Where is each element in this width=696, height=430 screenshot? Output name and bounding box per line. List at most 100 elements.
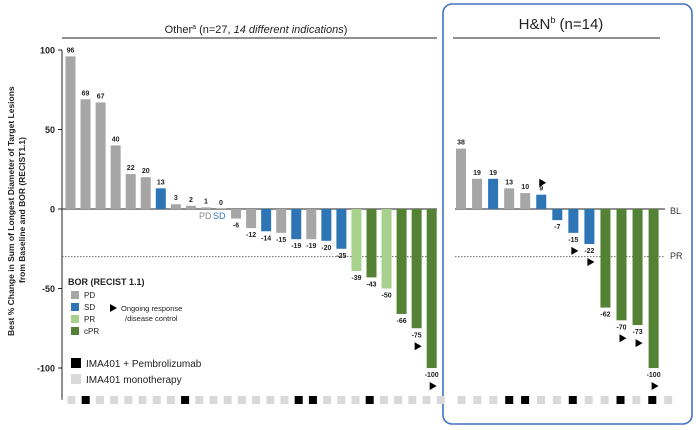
left-bar [216,208,226,209]
left-bar [95,102,106,209]
left-bar [381,209,392,289]
left-bar [426,209,437,368]
right-title-main: H&N [519,16,551,33]
right-treatment-square [489,396,498,404]
legend-title: BOR (RECIST 1.1) [68,277,145,287]
right-bar-label: -22 [584,248,594,255]
right-title-count: (n=14) [555,16,603,33]
left-bar-label: -15 [276,237,286,244]
right-treatment-square [473,396,482,404]
left-bar-label: -66 [397,318,407,325]
left-bar [170,204,181,209]
left-treatment-square [280,396,289,404]
left-bar [321,209,332,241]
left-treatment-square [95,396,104,404]
y-axis-title-line2: from Baseline and BOR (RECIST1.1) [17,137,27,283]
left-title-count: (n=27, [196,24,234,36]
left-title-italic: 14 different indications [234,24,345,36]
right-panel-title: H&Nb (n=14) [519,15,604,33]
right-bar-label: 10 [521,184,529,191]
right-treatment-square [457,396,466,404]
treatment-strip [67,396,673,404]
right-bars: 38 19 19 13 10 9 -7 -15 -22 -62 -70 -73 -100 [456,140,661,390]
left-bar [140,177,151,209]
y-axis-title-line1: Best % Change in Sum of Longest Diameter… [6,86,16,336]
left-bar-label: -75 [412,332,422,339]
right-bar [632,209,643,326]
right-treatment-square [505,396,514,404]
left-treatment-square [408,396,417,404]
y-tick-label: 50 [45,125,55,135]
left-treatment-square [138,396,147,404]
left-treatment-square [124,396,133,404]
right-bar [568,209,579,233]
pr-label: PR [670,251,683,261]
legend-combo-label: IMA401 + Pembrolizumab [86,359,202,370]
left-bar-label: 3 [174,195,178,202]
right-bar [504,188,515,209]
y-tick-label: 0 [50,205,55,215]
right-bar [456,148,466,209]
right-bar-label: 19 [473,170,481,177]
left-bar [351,209,362,272]
left-bar [231,209,242,219]
left-bar-label: 20 [142,168,150,175]
left-bar [65,56,76,209]
legend-label-sd: SD [84,303,95,312]
legend-label-cpr: cPR [84,327,99,336]
right-bar-label: -100 [647,372,661,379]
y-tick-label: -50 [42,284,55,294]
right-bar-label: -73 [632,329,642,336]
legend-swatch-pr [71,315,79,323]
right-bar [600,209,611,308]
right-treatment-square [521,396,530,404]
left-bar-label: 69 [82,90,90,97]
y-axis: 100 50 0 -50 -100 [37,46,63,400]
left-bar [396,209,407,314]
left-bar-label: -20 [321,245,331,252]
legend-mono-swatch [71,374,81,384]
left-bar [336,209,347,249]
left-bar [80,99,91,209]
ongoing-arrow-icon [539,178,547,187]
left-bar [411,209,422,329]
left-bar [366,209,377,278]
left-treatment-square [152,396,161,404]
right-bar-label: 9 [539,186,543,193]
legend-swatch-cpr [71,327,79,335]
right-bar-label: -7 [554,224,560,231]
left-bar-label: -19 [306,243,316,250]
legend-item-pd: PD [71,291,95,300]
right-treatment-square [632,396,641,404]
right-bar-label: 13 [505,179,513,186]
ongoing-arrow-icon [619,334,627,343]
left-treatment-square [81,396,90,404]
left-bar-label: 2 [189,197,193,204]
left-bar [276,209,287,233]
right-bar-label: -15 [568,237,578,244]
right-treatment-square [584,396,593,404]
right-bar [552,209,563,221]
left-treatment-square [294,396,303,404]
right-bar-label: -62 [600,312,610,319]
legend-item-cpr: cPR [71,327,99,336]
right-title-sup: b [550,15,555,25]
left-treatment-square [266,396,275,404]
left-bar-label: -50 [381,293,391,300]
legend-item-pr: PR [71,315,95,324]
left-bar-label: 40 [112,136,120,143]
right-bar-label: 19 [489,170,497,177]
right-bar [520,193,531,209]
right-bar [648,209,659,368]
left-bar-label: -6 [233,223,239,230]
left-treatment-square [209,396,218,404]
right-treatment-square [537,396,545,404]
bl-label: BL [670,206,681,216]
right-treatment-square [552,396,561,404]
inline-sd-label: SD [213,211,226,221]
left-bar [306,209,317,240]
right-bar [488,178,499,209]
left-bar-label: 0 [219,200,223,207]
left-treatment-square [166,396,175,404]
